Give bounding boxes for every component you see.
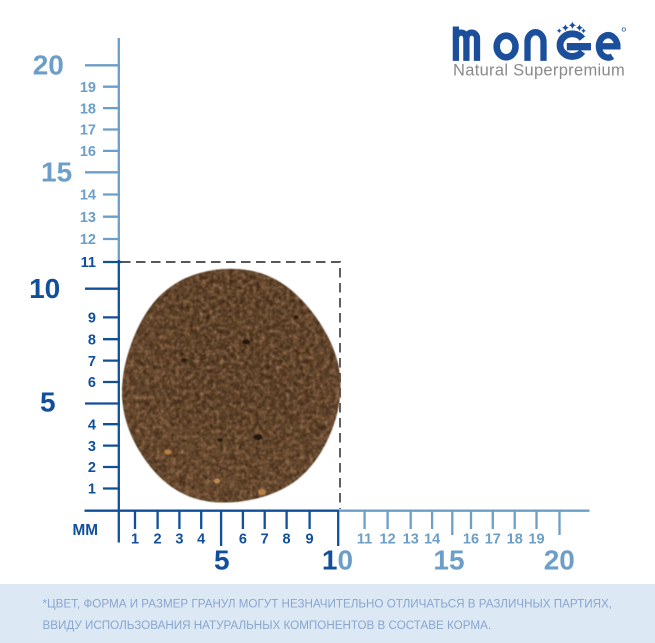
svg-text:10: 10	[322, 545, 353, 576]
svg-text:16: 16	[463, 532, 479, 548]
svg-text:2: 2	[154, 532, 162, 548]
svg-text:11: 11	[357, 532, 372, 548]
svg-text:1: 1	[131, 532, 139, 548]
svg-text:10: 10	[29, 273, 60, 304]
svg-text:19: 19	[80, 80, 96, 96]
svg-text:15: 15	[433, 545, 464, 576]
svg-text:5: 5	[214, 545, 230, 576]
svg-text:11: 11	[81, 255, 96, 271]
svg-text:8: 8	[283, 532, 291, 548]
svg-text:12: 12	[80, 232, 96, 248]
svg-text:3: 3	[88, 439, 96, 455]
svg-text:19: 19	[528, 532, 544, 548]
svg-text:MM: MM	[73, 522, 99, 539]
svg-text:ВВИДУ ИСПОЛЬЗОВАНИЯ НАТУРАЛЬНЫ: ВВИДУ ИСПОЛЬЗОВАНИЯ НАТУРАЛЬНЫХ КОМПОНЕН…	[43, 619, 492, 632]
svg-text:6: 6	[88, 375, 96, 391]
svg-text:20: 20	[544, 545, 575, 576]
svg-text:*ЦВЕТ, ФОРМА И РАЗМЕР ГРАНУЛ М: *ЦВЕТ, ФОРМА И РАЗМЕР ГРАНУЛ МОГУТ НЕЗНА…	[43, 598, 613, 611]
svg-text:1: 1	[88, 482, 96, 498]
svg-text:5: 5	[40, 387, 56, 418]
svg-text:4: 4	[88, 417, 96, 433]
svg-text:3: 3	[175, 532, 183, 548]
svg-text:14: 14	[80, 188, 96, 204]
svg-text:20: 20	[33, 50, 64, 81]
svg-text:7: 7	[88, 354, 96, 370]
svg-text:15: 15	[41, 157, 72, 188]
svg-text:8: 8	[88, 332, 96, 348]
svg-text:14: 14	[424, 532, 440, 548]
svg-text:9: 9	[88, 311, 96, 327]
svg-text:4: 4	[197, 532, 205, 548]
svg-text:2: 2	[88, 460, 96, 476]
svg-text:17: 17	[80, 123, 96, 139]
svg-text:6: 6	[239, 532, 247, 548]
svg-text:Natural Superpremium: Natural Superpremium	[453, 62, 625, 80]
svg-text:7: 7	[261, 532, 269, 548]
svg-text:12: 12	[380, 532, 396, 548]
svg-text:9: 9	[306, 532, 314, 548]
svg-text:17: 17	[485, 532, 501, 548]
svg-text:13: 13	[80, 210, 96, 226]
svg-text:16: 16	[80, 144, 96, 160]
svg-text:13: 13	[403, 532, 419, 548]
svg-text:18: 18	[507, 532, 523, 548]
svg-text:18: 18	[80, 101, 96, 117]
